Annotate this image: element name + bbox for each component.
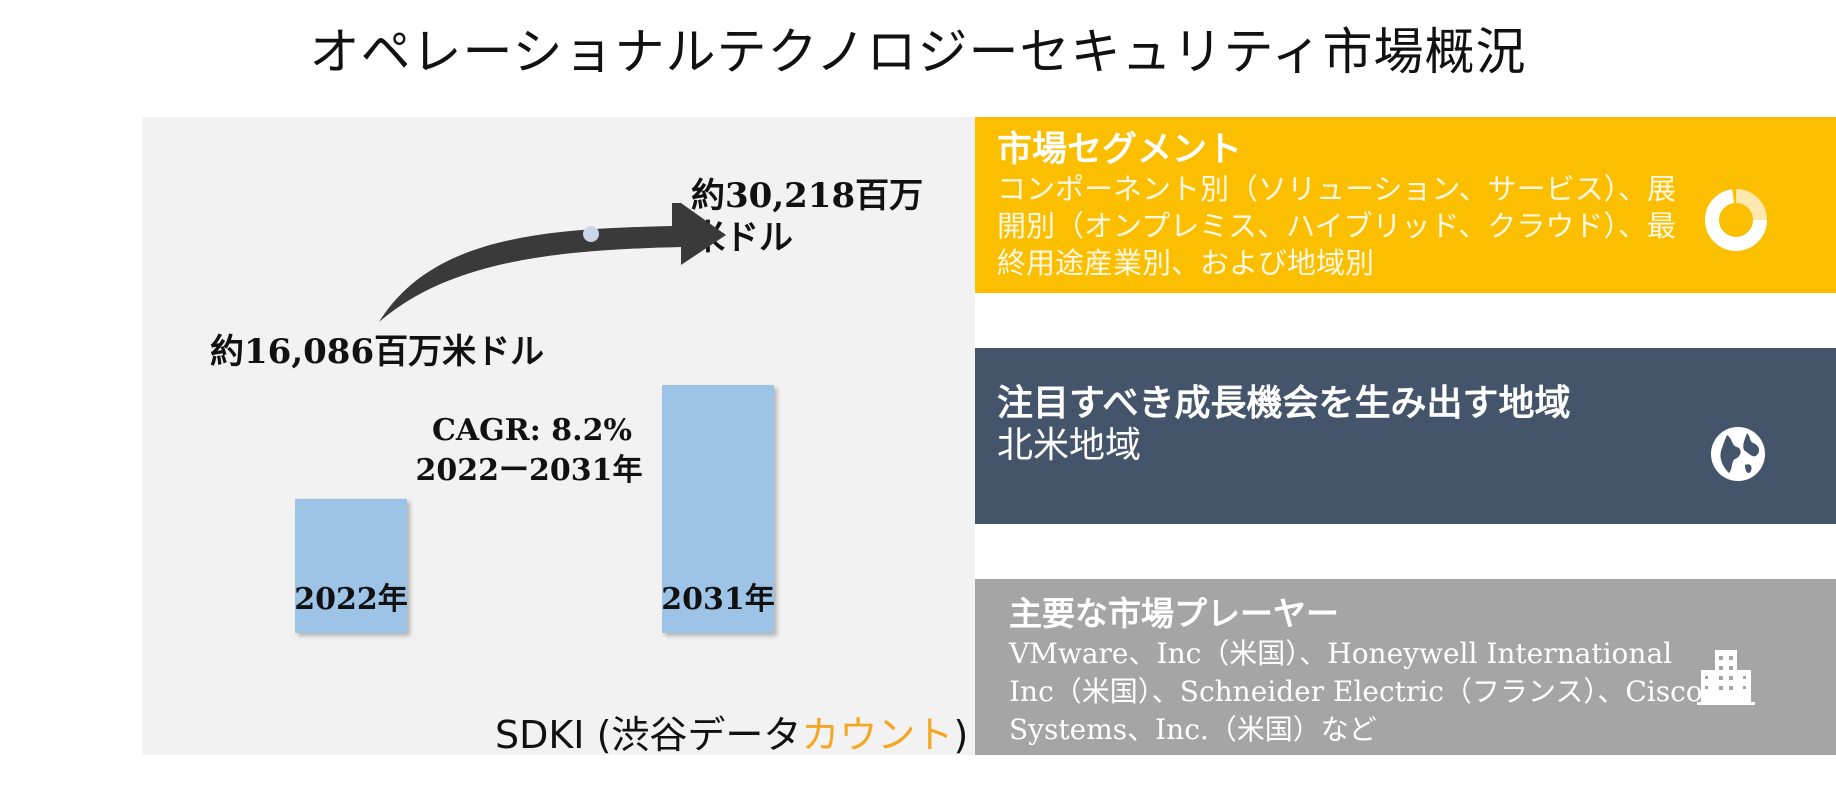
players-body: VMware、Inc（米国）、Honeywell International I… — [1009, 637, 1703, 746]
bar-2031年 — [662, 385, 774, 633]
region-body: 北米地域 — [997, 425, 1142, 466]
source-footer: SDKI (渋谷データカウント) — [495, 704, 968, 759]
period-label: 2022ー2031年 — [416, 453, 643, 488]
players-heading: 主要な市場プレーヤー — [1009, 594, 1339, 633]
segment-body: コンポーネント別（ソリューション、サービス）、展開別（オンプレミス、ハイブリッド… — [997, 172, 1677, 280]
value-label-2022: 約16,086百万米ドル — [210, 332, 544, 372]
page-title: オペレーショナルテクノロジーセキュリティ市場概況 — [309, 23, 1527, 81]
market-segment-card: 市場セグメント コンポーネント別（ソリューション、サービス）、展開別（オンプレミ… — [975, 117, 1836, 293]
chart-panel: 2022年 2031年 約16,086百万米ドル 約30,218百万 米ドル CAGR:… — [142, 117, 975, 755]
globe-icon — [1711, 427, 1765, 481]
footer-prefix: SDKI (渋谷データ — [495, 713, 802, 757]
key-players-card: 主要な市場プレーヤー VMware、Inc（米国）、Honeywell Inte… — [975, 579, 1836, 755]
arrow-dot — [583, 226, 599, 242]
category-label: 2031年 — [661, 582, 775, 617]
footer-accent: カウント — [801, 713, 954, 757]
segment-heading: 市場セグメント — [997, 129, 1243, 170]
footer-suffix: ) — [953, 713, 969, 757]
donut-chart-icon — [1705, 189, 1767, 251]
value-label-2031-line: 約30,218百万 — [691, 176, 923, 216]
region-heading: 注目すべき成長機会を生み出す地域 — [997, 382, 1571, 424]
building-icon — [1697, 650, 1755, 705]
growth-region-card: 注目すべき成長機会を生み出す地域 北米地域 — [975, 348, 1836, 524]
bar-2022年 — [295, 498, 407, 633]
cagr-label: CAGR: 8.2% — [432, 413, 632, 448]
growth-arrow — [379, 203, 726, 322]
category-label: 2022年 — [294, 582, 408, 617]
